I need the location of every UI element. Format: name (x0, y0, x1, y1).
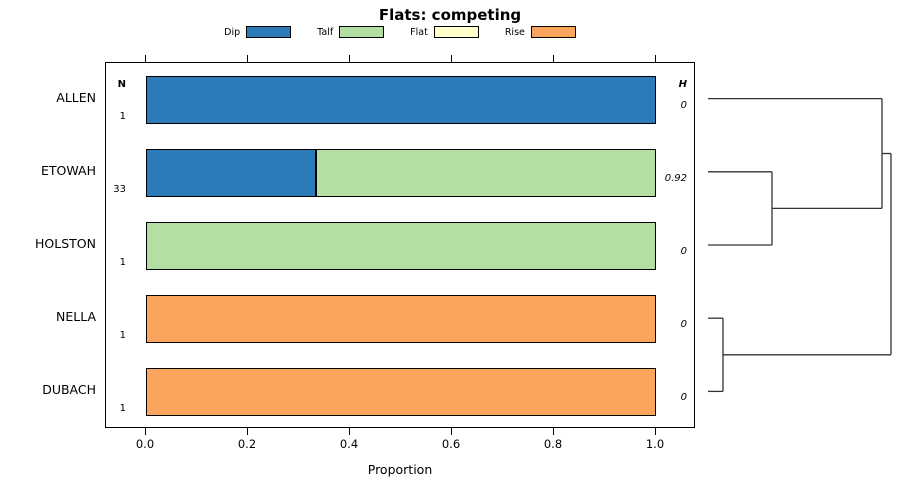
x-tick-top (349, 55, 351, 62)
x-tick-label: 0.6 (441, 437, 461, 451)
legend-item-rise: Rise (505, 26, 576, 38)
bar-segment-dip (146, 75, 656, 124)
legend-item-dip: Dip (224, 26, 292, 38)
row-label-holston: HOLSTON (35, 236, 96, 251)
legend-label: Talf (317, 26, 334, 38)
legend-swatch (246, 26, 292, 38)
x-tick-bottom (553, 428, 555, 435)
x-axis-title: Proportion (367, 462, 433, 477)
row-label-allen: ALLEN (56, 89, 96, 105)
bar-segment-talf (315, 148, 656, 197)
x-tick-label: 1.0 (645, 437, 665, 451)
x-tick-label: 0.8 (543, 437, 563, 451)
bar-segment-dip (146, 148, 316, 197)
legend-swatch (530, 26, 576, 38)
x-tick-top (553, 55, 555, 62)
n-value: 1 (119, 403, 126, 415)
x-tick-top (247, 55, 249, 62)
legend-label: Rise (504, 26, 525, 38)
row-label-nella: NELLA (55, 309, 96, 325)
n-value: 1 (119, 330, 126, 342)
h-value: 0 (680, 319, 687, 331)
row-label-dubach: DUBACH (42, 382, 96, 398)
n-value: 33 (113, 183, 126, 195)
row-label-etowah: ETOWAH (41, 162, 96, 178)
x-tick-bottom (145, 428, 147, 435)
h-value: 0.92 (664, 172, 687, 184)
x-tick-bottom (247, 428, 249, 435)
bar-segment-rise (146, 368, 656, 417)
x-tick-label: 0.4 (339, 437, 359, 451)
x-tick-label: 0.2 (237, 437, 257, 451)
n-column-header: N (117, 79, 126, 90)
bar-segment-rise (146, 295, 656, 344)
chart-title: Flats: competing (378, 6, 522, 24)
bar-segment-talf (146, 222, 656, 270)
x-tick-bottom (349, 428, 351, 435)
h-value: 0 (680, 246, 687, 257)
legend-label: Dip (224, 26, 241, 38)
n-value: 1 (119, 257, 126, 268)
legend-swatch (433, 26, 479, 38)
x-tick-top (451, 55, 453, 62)
x-tick-bottom (655, 428, 657, 435)
x-tick-top (145, 55, 147, 62)
x-tick-bottom (451, 428, 453, 435)
x-tick-top (655, 55, 657, 62)
legend-item-flat: Flat (410, 26, 479, 38)
legend: Dip Talf Flat Rise (105, 26, 695, 38)
x-tick-label: 0.0 (135, 437, 155, 451)
legend-item-talf: Talf (317, 26, 385, 38)
n-value: 1 (119, 110, 126, 122)
h-value: 0 (680, 392, 687, 404)
h-column-header: H (678, 79, 687, 90)
plot-area (105, 62, 695, 428)
legend-swatch (339, 26, 385, 38)
legend-label: Flat (410, 26, 428, 38)
h-value: 0 (680, 99, 687, 111)
